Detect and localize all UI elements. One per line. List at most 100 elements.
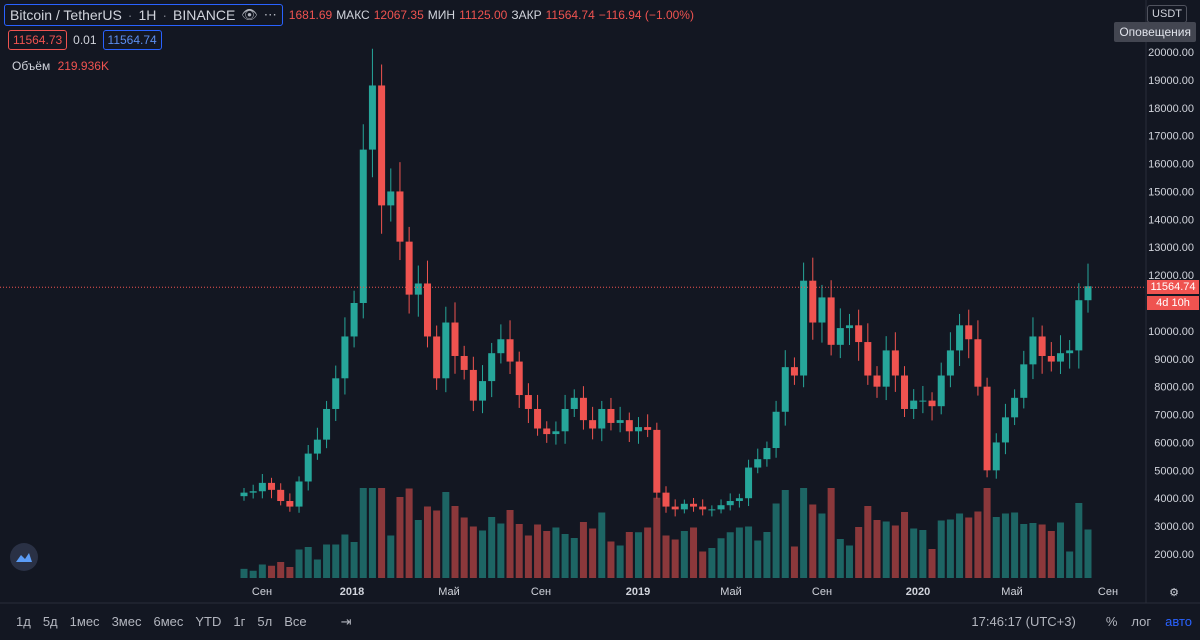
volume-bar — [323, 544, 331, 578]
candle-body — [1075, 300, 1083, 351]
trade-prices: 11564.73 0.01 11564.74 — [8, 30, 162, 50]
price-axis-label: 16000.00 — [1148, 159, 1194, 171]
volume-bar — [258, 564, 266, 578]
price-axis-label: 17000.00 — [1148, 131, 1194, 143]
price-axis-label: 8000.00 — [1154, 382, 1194, 394]
tradingview-logo-icon[interactable] — [10, 543, 38, 571]
volume-bar — [671, 539, 679, 578]
volume-bar — [992, 517, 1000, 578]
volume-bar — [809, 504, 817, 578]
close-label: ЗАКР — [511, 8, 542, 22]
range-1y[interactable]: 1г — [233, 614, 246, 629]
volume-bar — [1011, 512, 1019, 578]
time-axis[interactable]: Сен 2018 Май Сен 2019 Май Сен 2020 Май Сен ⚙ — [252, 586, 1179, 599]
candle-body — [882, 350, 890, 387]
eye-icon[interactable]: 👁 — [241, 7, 258, 22]
time-axis-label: 2020 — [906, 586, 930, 598]
price-axis[interactable]: 2000.00 3000.00 4000.00 5000.00 6000.00 7000.… — [1148, 47, 1194, 561]
candle-body — [699, 506, 707, 510]
price-axis-label: 12000.00 — [1148, 270, 1194, 282]
candle-body — [1038, 336, 1046, 356]
volume-bar — [304, 547, 312, 578]
clock[interactable]: 17:46:17 (UTC+3) — [971, 614, 1076, 629]
candle-body — [524, 395, 532, 409]
goto-date-icon[interactable]: ⇥ — [340, 613, 352, 629]
candle-body — [442, 322, 450, 379]
range-5d[interactable]: 5д — [42, 614, 58, 629]
volume-bar — [699, 551, 707, 578]
candle-body — [368, 85, 376, 150]
candle-body — [800, 280, 808, 376]
interval-label: 1H — [138, 7, 157, 23]
price-axis-label: 14000.00 — [1148, 214, 1194, 226]
candle-body — [965, 325, 973, 340]
sell-button[interactable]: 11564.73 — [8, 30, 68, 50]
volume-bar — [396, 497, 404, 578]
volume-bar — [552, 527, 560, 578]
volume-bar — [1084, 529, 1092, 578]
candle-body — [845, 325, 853, 329]
volume-bar — [497, 523, 505, 578]
candle-body — [653, 429, 661, 493]
candle-body — [891, 350, 899, 376]
candle-body — [671, 506, 679, 510]
symbol-selector[interactable]: Bitcoin / TetherUS · 1H · BINANCE 👁 ⋯ — [4, 4, 283, 26]
volume-legend: Объём 219.936K — [12, 59, 109, 73]
range-1m[interactable]: 1мес — [69, 614, 100, 629]
low-value: 11125.00 — [459, 8, 508, 22]
volume-bar — [644, 527, 652, 578]
candle-body — [304, 453, 312, 482]
range-all[interactable]: Все — [284, 614, 307, 629]
candle-body — [570, 397, 578, 409]
volume-bar — [735, 527, 743, 578]
volume-bar — [882, 521, 890, 578]
time-axis-label: Сен — [1098, 586, 1118, 598]
volume-bar — [1029, 523, 1037, 578]
time-axis-label: 2018 — [340, 586, 364, 598]
volume-bar — [1056, 522, 1064, 578]
close-value: 11564.74 — [545, 8, 595, 22]
volume-bar — [405, 488, 413, 578]
volume-bar — [937, 520, 945, 578]
price-axis-label: 5000.00 — [1154, 465, 1194, 477]
volume-bar — [974, 511, 982, 578]
volume-bar — [690, 527, 698, 578]
range-1d[interactable]: 1д — [16, 614, 31, 629]
range-3m[interactable]: 3мес — [111, 614, 142, 629]
volume-bar — [589, 528, 597, 578]
buy-button[interactable]: 11564.74 — [102, 30, 162, 50]
volume-bar — [277, 562, 285, 578]
volume-bar — [919, 530, 927, 578]
alerts-button[interactable]: Оповещения — [1114, 22, 1196, 42]
volume-bar — [1066, 551, 1074, 578]
range-ytd[interactable]: YTD — [195, 614, 222, 629]
percent-toggle[interactable]: % — [1105, 614, 1118, 629]
volume-bar — [350, 542, 358, 578]
candle-body — [763, 448, 771, 460]
volume-bar — [745, 526, 753, 578]
volume-bar — [818, 513, 826, 578]
volume-bar — [763, 532, 771, 578]
currency-button[interactable]: USDT — [1147, 5, 1187, 23]
volume-bar — [616, 545, 624, 578]
log-toggle[interactable]: лог — [1131, 614, 1152, 629]
range-6m[interactable]: 6мес — [153, 614, 184, 629]
candle-body — [607, 408, 615, 423]
volume-bar — [249, 570, 257, 578]
volume-bar — [341, 534, 349, 578]
last-price-tag: 11564.74 — [1147, 280, 1199, 294]
time-axis-label: 2019 — [626, 586, 650, 598]
price-axis-label: 13000.00 — [1148, 242, 1194, 254]
time-axis-label: Май — [1001, 586, 1023, 598]
range-5y[interactable]: 5л — [257, 614, 273, 629]
price-axis-label: 3000.00 — [1154, 521, 1194, 533]
price-axis-label: 18000.00 — [1148, 103, 1194, 115]
candle-body — [469, 369, 477, 401]
volume-bar — [965, 517, 973, 578]
candle-body — [983, 386, 991, 471]
volume-bar — [662, 535, 670, 578]
auto-toggle[interactable]: авто — [1165, 614, 1192, 629]
candle-body — [268, 482, 276, 490]
more-icon[interactable]: ⋯ — [263, 7, 277, 22]
